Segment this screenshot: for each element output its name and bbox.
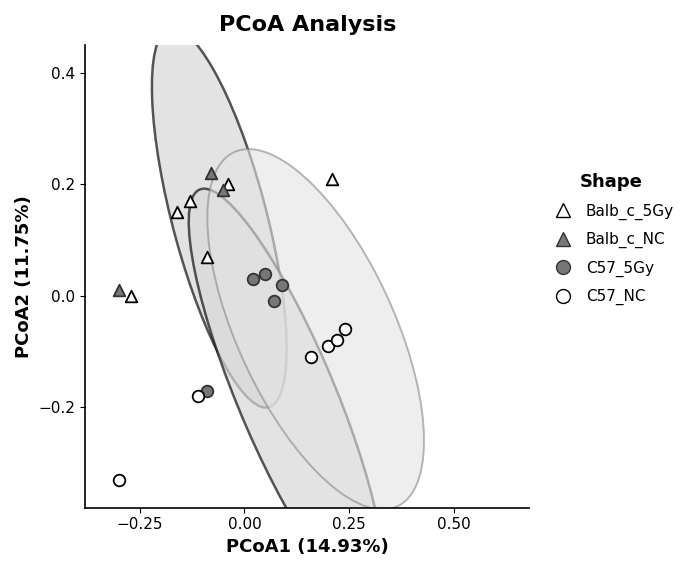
Balb_c_5Gy bbox=[184, 196, 196, 206]
Balb_c_5Gy bbox=[126, 291, 137, 300]
Balb_c_5Gy bbox=[201, 252, 212, 262]
Balb_c_NC bbox=[113, 286, 125, 295]
C57_5Gy bbox=[260, 269, 271, 278]
Y-axis label: PCoA2 (11.75%): PCoA2 (11.75%) bbox=[15, 195, 33, 357]
Title: PCoA Analysis: PCoA Analysis bbox=[219, 15, 396, 35]
Legend: Balb_c_5Gy, Balb_c_NC, C57_5Gy, C57_NC: Balb_c_5Gy, Balb_c_NC, C57_5Gy, C57_NC bbox=[541, 167, 680, 311]
C57_5Gy bbox=[276, 280, 287, 289]
Balb_c_NC bbox=[205, 168, 216, 178]
Ellipse shape bbox=[207, 149, 424, 509]
C57_NC bbox=[323, 341, 334, 351]
Balb_c_5Gy bbox=[222, 180, 233, 189]
C57_5Gy bbox=[201, 386, 212, 395]
Ellipse shape bbox=[152, 28, 287, 408]
Balb_c_5Gy bbox=[327, 174, 338, 183]
C57_NC bbox=[340, 325, 351, 334]
C57_NC bbox=[193, 392, 204, 401]
C57_NC bbox=[331, 336, 342, 345]
C57_5Gy bbox=[268, 297, 279, 306]
Ellipse shape bbox=[189, 188, 384, 571]
C57_NC bbox=[306, 353, 317, 362]
Balb_c_NC bbox=[218, 186, 229, 195]
Balb_c_5Gy bbox=[172, 208, 183, 217]
X-axis label: PCoA1 (14.93%): PCoA1 (14.93%) bbox=[226, 538, 388, 556]
C57_5Gy bbox=[247, 275, 258, 284]
C57_NC bbox=[113, 475, 125, 484]
